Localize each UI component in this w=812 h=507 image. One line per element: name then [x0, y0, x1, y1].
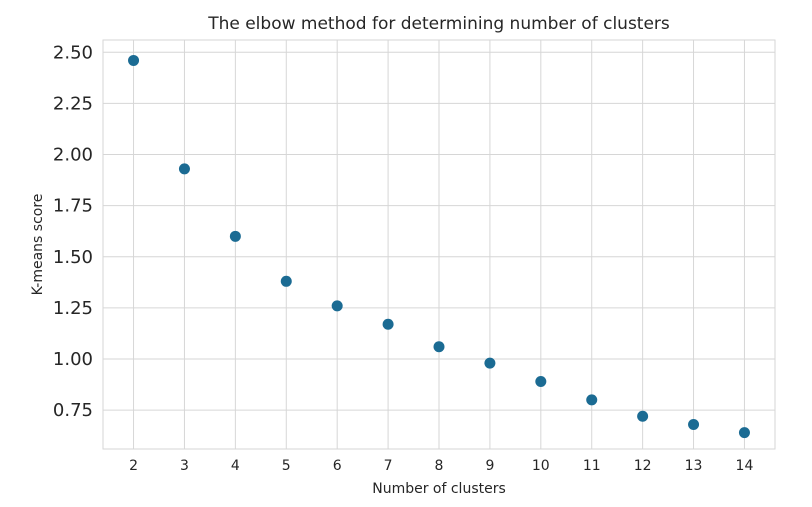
y-tick-labels: 0.75 1.00 1.25 1.50 1.75 2.00 2.25 2.50 [53, 42, 93, 421]
x-tick-label: 11 [583, 458, 601, 474]
data-point [433, 341, 445, 353]
y-tick-label: 1.25 [53, 298, 93, 319]
data-point [637, 410, 649, 422]
x-tick-label: 2 [129, 458, 138, 474]
x-tick-label: 9 [485, 458, 494, 474]
data-point [688, 418, 700, 430]
x-tick-label: 12 [634, 458, 652, 474]
x-tick-label: 14 [736, 458, 754, 474]
x-tick-label: 10 [532, 458, 550, 474]
y-axis-label: K-means score [30, 194, 46, 296]
grid [103, 40, 775, 449]
x-tick-label: 3 [180, 458, 189, 474]
x-axis-label: Number of clusters [372, 481, 506, 497]
plot-frame [102, 39, 776, 450]
y-tick-label: 1.00 [53, 349, 93, 370]
data-point [586, 394, 598, 406]
y-tick-label: 2.00 [53, 145, 93, 166]
data-points [128, 54, 750, 439]
data-point [128, 54, 140, 66]
data-point [280, 275, 292, 287]
data-point [484, 357, 496, 369]
data-point [738, 427, 750, 439]
data-point [331, 300, 343, 312]
x-tick-labels: 2 3 4 5 6 7 8 9 10 11 12 13 14 [129, 458, 753, 474]
y-tick-label: 1.50 [53, 247, 93, 268]
x-tick-label: 7 [384, 458, 393, 474]
x-tick-label: 6 [333, 458, 342, 474]
y-tick-label: 0.75 [53, 400, 93, 421]
x-tick-label: 13 [685, 458, 703, 474]
x-tick-label: 4 [231, 458, 240, 474]
data-point [382, 318, 394, 330]
x-tick-label: 8 [435, 458, 444, 474]
y-tick-label: 2.50 [53, 42, 93, 63]
data-point [178, 163, 190, 175]
x-tick-label: 5 [282, 458, 291, 474]
y-tick-label: 1.75 [53, 196, 93, 217]
chart-title: The elbow method for determining number … [207, 14, 670, 34]
data-point [535, 376, 547, 388]
y-tick-label: 2.25 [53, 93, 93, 114]
data-point [229, 230, 241, 242]
